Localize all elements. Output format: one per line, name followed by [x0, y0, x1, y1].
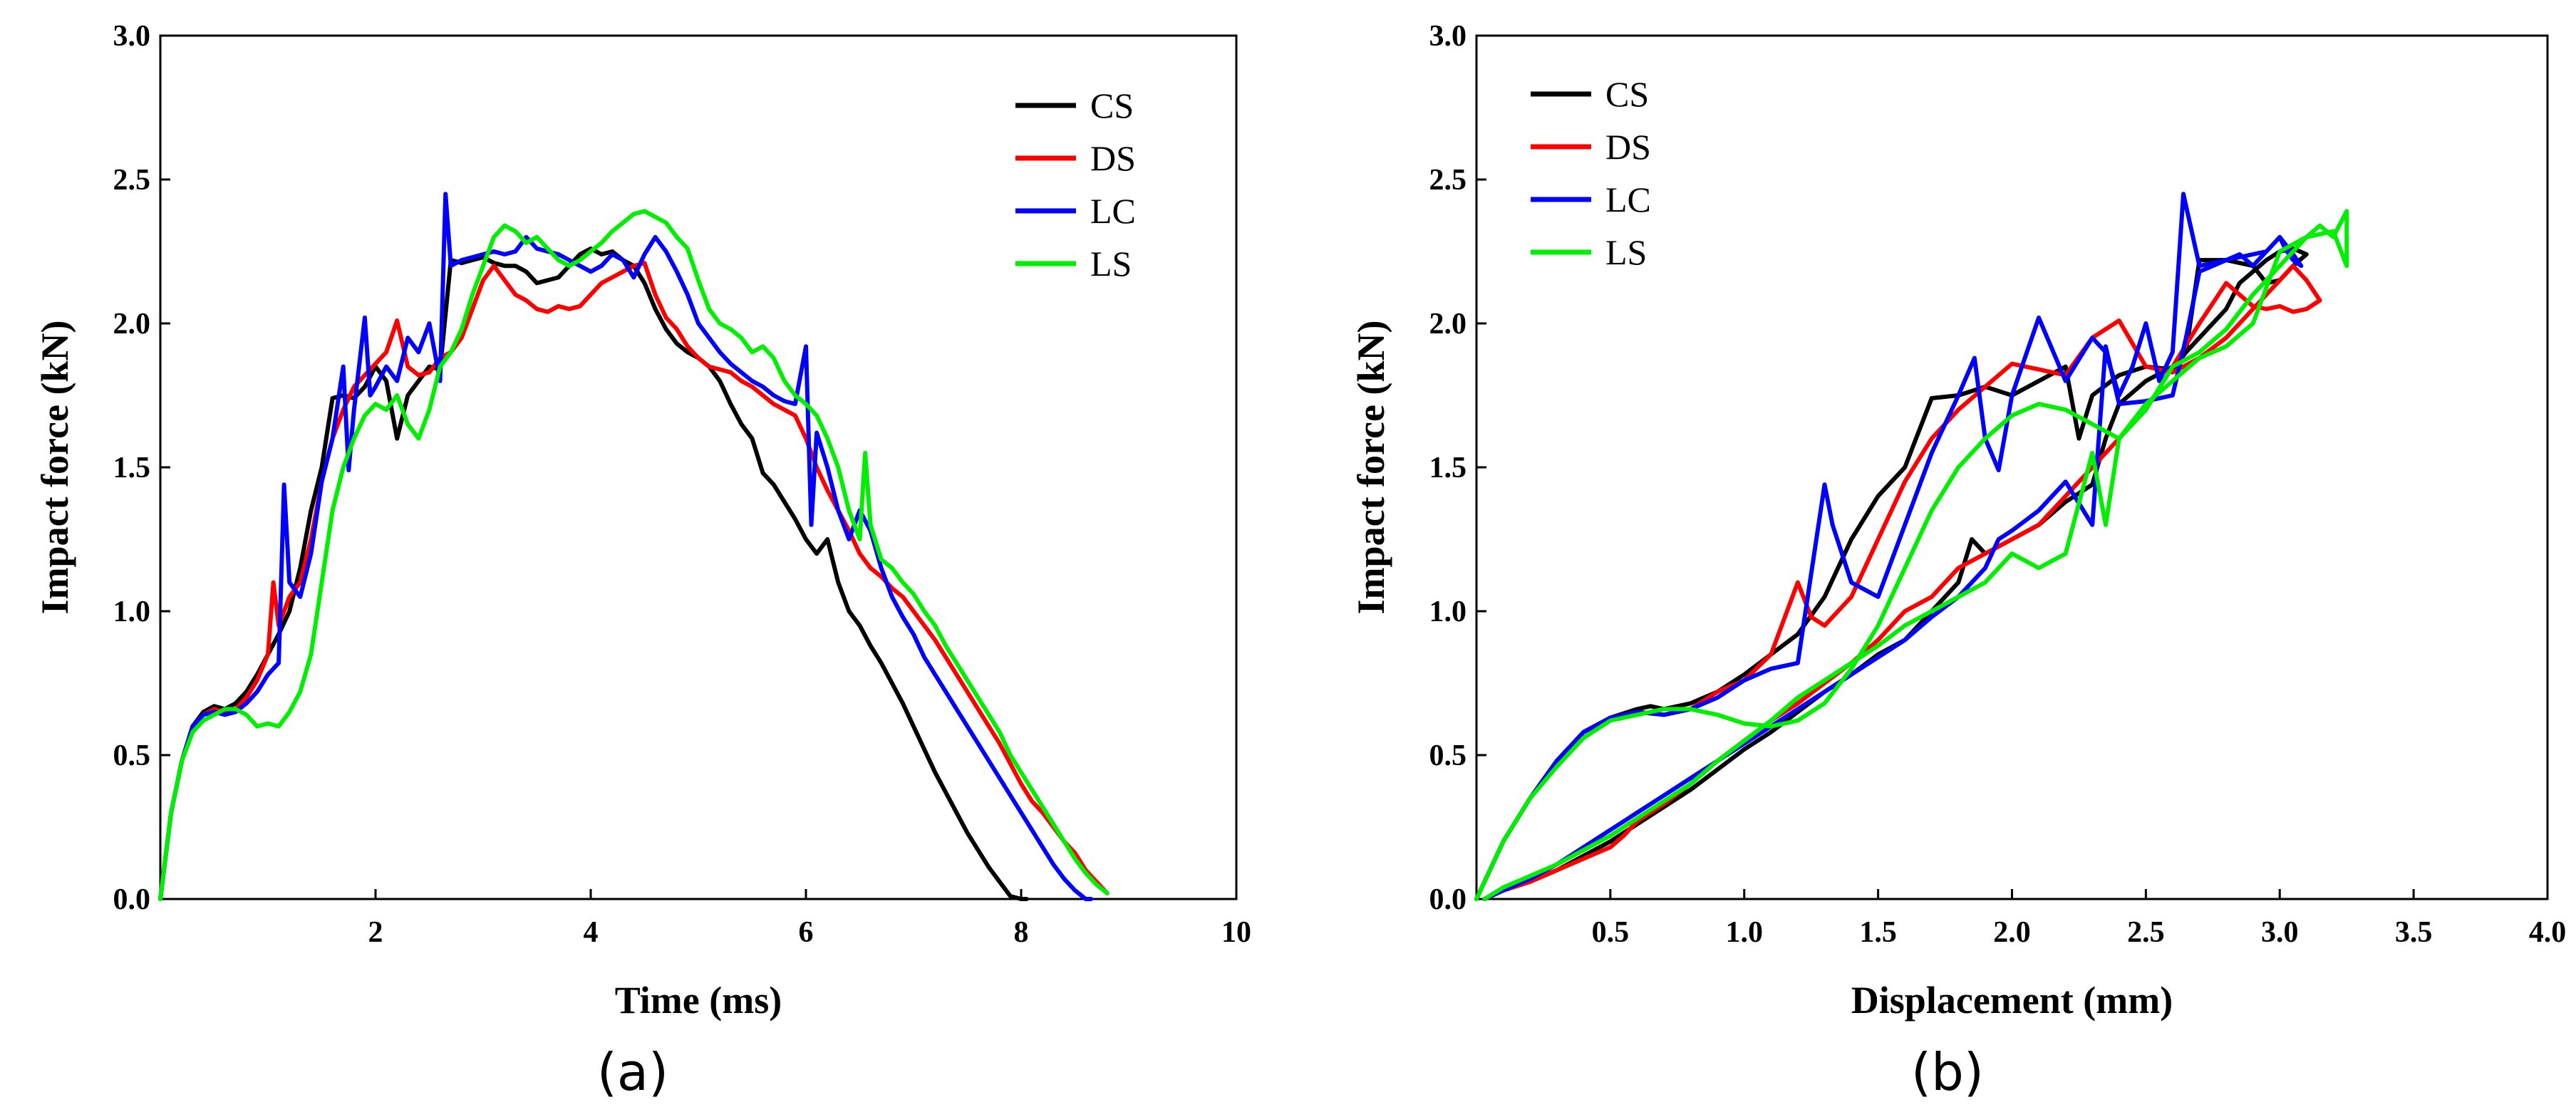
- x-tick-label: 3.5: [2395, 916, 2433, 949]
- series-line-ls: [158, 209, 1109, 901]
- y-axis-label: Impact force (kN): [33, 321, 76, 615]
- y-tick-label: 3.0: [113, 20, 151, 53]
- panel-a: 0.0 0.5 1.0 1.5 2.0 2.5 3.0 2 4 6 8 10 Time (ms) Impa…: [33, 20, 1251, 1102]
- y-tick-label: 2.5: [1429, 164, 1467, 197]
- series-line-ls: [1474, 209, 2349, 901]
- panel-b: 0.0 0.5 1.0 1.5 2.0 2.5 3.0 0.5 1.0 1.5 2.0 2.5 3.0 3…: [1350, 20, 2566, 1102]
- x-tick-label: 1.0: [1726, 916, 1764, 949]
- panel-label: (a): [597, 1042, 668, 1102]
- x-axis-label: Time (ms): [615, 979, 782, 1022]
- x-tick-label: 8: [1014, 916, 1029, 949]
- legend-label: DS: [1090, 138, 1136, 178]
- y-tick-label: 2.5: [113, 164, 151, 197]
- series-line-lc: [158, 192, 1094, 901]
- y-axis-label: Impact force (kN): [1350, 321, 1392, 615]
- y-tick-label: 3.0: [1429, 20, 1467, 53]
- x-tick-label: 4.0: [2529, 916, 2567, 949]
- y-tick-label: 0.5: [1429, 739, 1467, 772]
- x-tick-label: 2: [368, 916, 383, 949]
- y-tick-label: 0.0: [113, 883, 151, 916]
- x-tick-label: 10: [1221, 916, 1251, 949]
- x-tick-label: 0.5: [1592, 916, 1630, 949]
- y-tick-label: 1.0: [113, 596, 151, 628]
- series-line-lc: [1474, 192, 2304, 901]
- y-tick-label: 0.0: [1429, 883, 1467, 916]
- y-tick-label: 2.0: [1429, 308, 1467, 341]
- x-tick-label: 3.0: [2261, 916, 2299, 949]
- legend-label: LS: [1605, 232, 1647, 272]
- legend-label: LC: [1605, 180, 1651, 219]
- x-tick-label: 4: [584, 916, 599, 949]
- legend-label: LS: [1090, 244, 1132, 284]
- y-tick-label: 0.5: [113, 739, 151, 772]
- x-tick-label: 6: [799, 916, 814, 949]
- y-tick-label: 1.0: [1429, 596, 1467, 628]
- x-axis-label: Displacement (mm): [1851, 979, 2173, 1022]
- panel-label: (b): [1911, 1042, 1984, 1102]
- y-tick-label: 1.5: [113, 452, 151, 484]
- legend-label: DS: [1605, 127, 1651, 167]
- legend-label: CS: [1090, 85, 1134, 125]
- x-tick-label: 1.5: [1859, 916, 1897, 949]
- y-tick-label: 1.5: [1429, 452, 1467, 484]
- series-line-cs: [158, 246, 1029, 901]
- y-tick-label: 2.0: [113, 308, 151, 341]
- legend-label: CS: [1605, 74, 1649, 114]
- legend-label: LC: [1090, 191, 1136, 231]
- x-tick-label: 2.5: [2127, 916, 2165, 949]
- x-tick-label: 2.0: [1993, 916, 2031, 949]
